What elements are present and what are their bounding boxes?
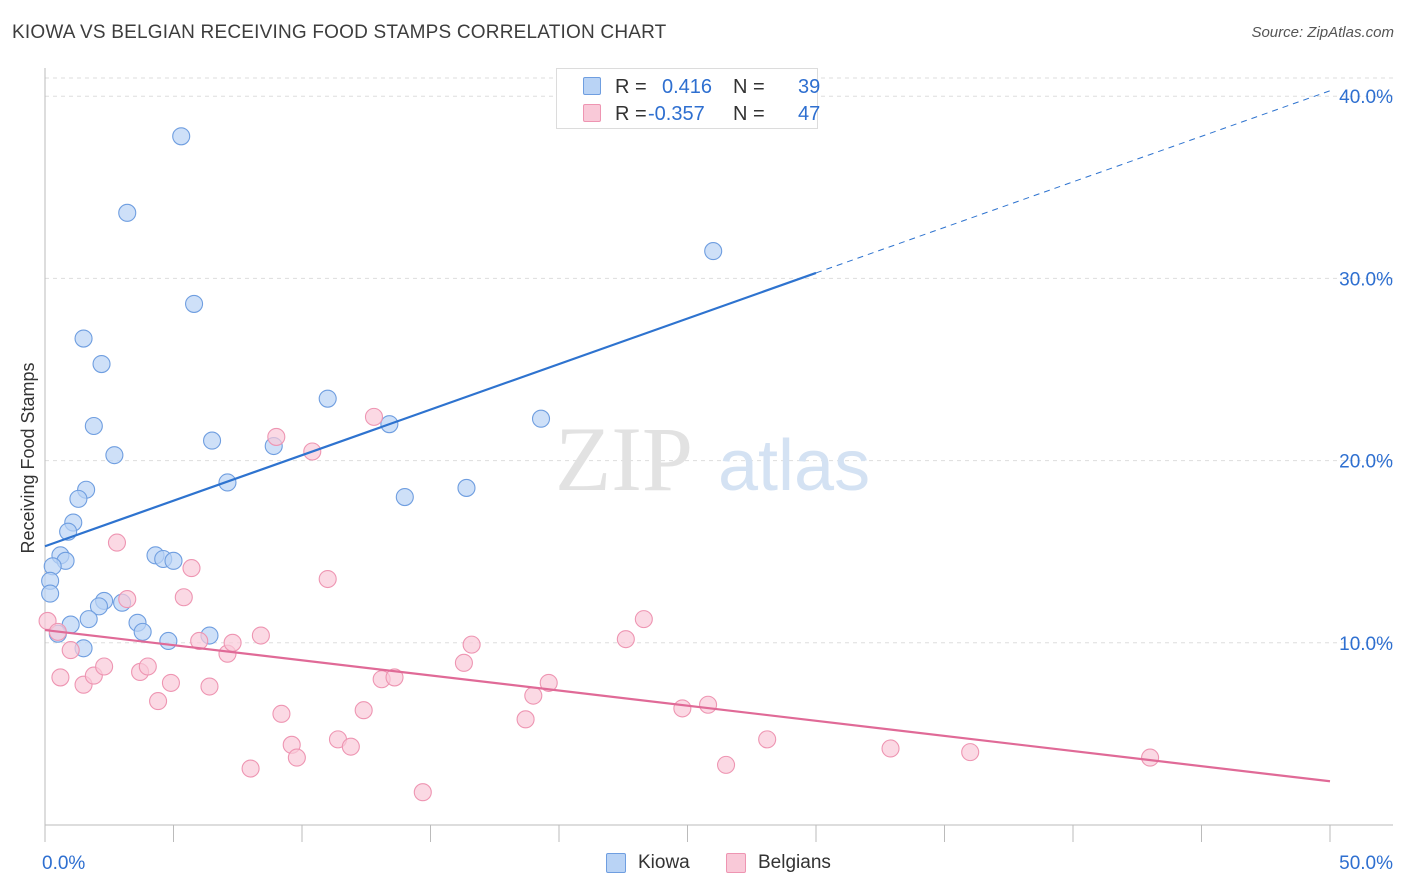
chart-title: KIOWA VS BELGIAN RECEIVING FOOD STAMPS C…: [12, 22, 667, 43]
legend-r-value: -0.357: [648, 103, 705, 125]
kiowa-point: [89, 597, 109, 616]
bottom-legend-label: Kiowa: [638, 852, 690, 873]
kiowa-point: [118, 203, 137, 222]
belgian-point: [174, 588, 193, 607]
belgian-point: [107, 533, 127, 552]
belgian-point: [385, 668, 404, 687]
belgian-point: [539, 673, 558, 692]
belgian-point: [364, 407, 384, 426]
kiowa-point: [172, 127, 191, 146]
kiowa-point: [79, 610, 98, 629]
belgians-swatch: [726, 853, 746, 873]
kiowa-point: [185, 294, 204, 313]
belgian-point: [634, 610, 653, 629]
kiowa-trend-line: [44, 271, 817, 548]
belgian-point: [287, 748, 306, 767]
y-tick-label: 40.0%: [1339, 87, 1393, 108]
gridlines: [45, 77, 1393, 644]
belgian-point: [961, 743, 980, 762]
watermark-atlas: atlas: [718, 426, 870, 506]
legend-n-label: N =: [733, 103, 765, 125]
belgian-point: [318, 569, 337, 589]
belgian-point: [341, 737, 360, 756]
legend-r-label: R =: [615, 76, 647, 98]
kiowa-point: [41, 584, 60, 603]
belgian-point: [616, 630, 635, 649]
y-tick-label: 30.0%: [1339, 269, 1393, 290]
kiowa-point: [704, 242, 723, 261]
belgian-point: [1141, 748, 1160, 767]
kiowa-swatch: [583, 77, 601, 95]
correlation-legend: R = 0.416 N = 39 R = -0.357 N = 47: [556, 68, 821, 129]
kiowa-point: [164, 551, 183, 570]
y-axis-label: Receiving Food Stamps: [18, 362, 38, 553]
legend-n-label: N =: [733, 76, 765, 98]
belgian-point: [454, 653, 473, 672]
belgian-point: [51, 668, 70, 687]
belgian-point: [190, 631, 209, 651]
source-label: Source: ZipAtlas.com: [1251, 24, 1394, 41]
kiowa-point: [318, 389, 337, 408]
belgian-point: [272, 704, 291, 723]
kiowa-point: [531, 409, 551, 428]
belgian-point: [251, 626, 270, 645]
belgian-point: [716, 755, 736, 774]
belgian-point: [138, 657, 157, 676]
belgian-point: [61, 641, 80, 660]
kiowa-trend-extension: [815, 90, 1331, 274]
belgian-point: [699, 695, 718, 714]
belgian-point: [182, 559, 201, 578]
belgian-point: [267, 427, 286, 446]
y-tick-label: 20.0%: [1339, 452, 1393, 473]
belgian-point: [524, 686, 543, 705]
legend-n-value: 47: [798, 103, 821, 125]
data-points: [38, 127, 1160, 802]
belgian-point: [354, 701, 373, 720]
kiowa-point: [69, 489, 88, 508]
kiowa-point: [74, 329, 93, 348]
x-tick-label: 50.0%: [1339, 853, 1393, 874]
belgian-trend-line: [44, 628, 1331, 783]
kiowa-point: [133, 622, 152, 641]
legend-r-label: R =: [615, 103, 647, 125]
belgian-point: [200, 677, 219, 696]
belgian-point: [673, 699, 692, 718]
axis-labels: 10.0% 20.0% 30.0% 40.0% 0.0% 50.0% Receiving F…: [18, 87, 1393, 874]
belgians-swatch: [583, 104, 601, 122]
belgian-point: [516, 710, 535, 729]
belgian-point: [161, 673, 180, 692]
belgian-point: [95, 657, 114, 676]
kiowa-point: [203, 431, 222, 450]
belgian-point: [462, 635, 481, 654]
watermark-zip: ZIP: [555, 408, 693, 510]
belgian-point: [413, 783, 432, 802]
bottom-legend-label: Belgians: [758, 852, 831, 873]
kiowa-point: [395, 487, 414, 507]
x-tick-label: 0.0%: [42, 853, 85, 874]
kiowa-point: [457, 478, 476, 497]
legend-r-value: 0.416: [662, 76, 713, 98]
belgian-point: [223, 633, 242, 652]
kiowa-point: [92, 354, 111, 374]
belgian-point: [881, 739, 900, 758]
y-tick-label: 10.0%: [1339, 634, 1393, 655]
kiowa-point: [159, 631, 178, 651]
kiowa-point: [84, 416, 103, 436]
kiowa-point: [105, 446, 124, 465]
belgian-point: [118, 590, 137, 609]
legend-n-value: 39: [798, 76, 821, 98]
belgian-point: [149, 692, 168, 711]
axes: [44, 68, 1393, 842]
belgian-point: [241, 759, 260, 778]
belgian-point: [758, 730, 777, 749]
kiowa-swatch: [606, 853, 626, 873]
trend-lines: [44, 90, 1331, 783]
